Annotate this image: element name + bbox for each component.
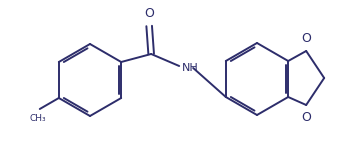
Text: O: O xyxy=(144,7,154,20)
Text: CH₃: CH₃ xyxy=(29,114,46,123)
Text: O: O xyxy=(301,32,311,45)
Text: NH: NH xyxy=(182,63,199,73)
Text: O: O xyxy=(301,111,311,124)
